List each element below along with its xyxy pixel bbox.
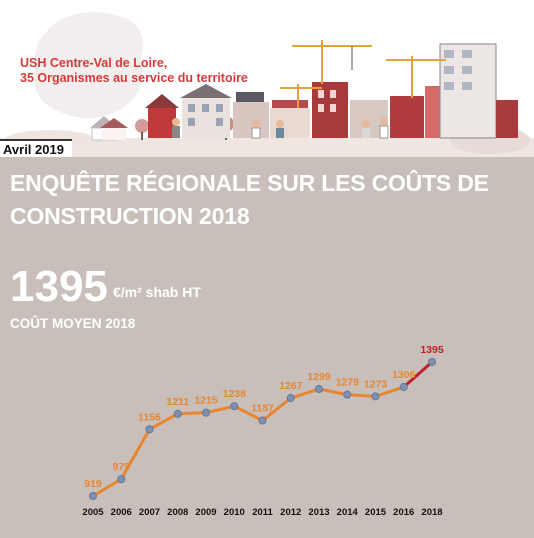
- series-segment-2014-2015: [345, 393, 377, 398]
- series-segment-2005-2006: [91, 477, 123, 498]
- data-label-2014: 1279: [336, 377, 360, 389]
- main-title: ENQUÊTE RÉGIONALE SUR LES COÛTS DE CONST…: [10, 167, 510, 233]
- data-point-2008: [173, 409, 182, 418]
- data-point-2013: [314, 385, 323, 394]
- data-label-2009: 1215: [194, 395, 218, 407]
- x-tick-2015: 2015: [365, 507, 387, 518]
- x-tick-2006: 2006: [111, 507, 132, 518]
- average-cost-value: 1395: [10, 262, 108, 311]
- data-label-2012: 1267: [279, 380, 303, 392]
- data-point-2015: [371, 392, 380, 401]
- cost-line-chart: 919 2005 979 2006 1156 2007 1211 2008 1215 2009 12…: [82, 344, 444, 518]
- series-segment-2013-2014: [317, 387, 349, 397]
- series-segment-2009-2010: [204, 404, 236, 415]
- data-label-2011: 1187: [251, 403, 274, 415]
- x-tick-2014: 2014: [337, 507, 359, 518]
- data-point-2012: [286, 394, 295, 403]
- data-label-2013: 1299: [307, 371, 331, 383]
- data-point-2016: [399, 383, 408, 392]
- x-tick-2007: 2007: [139, 507, 160, 518]
- organization-text: USH Centre-Val de Loire, 35 Organismes a…: [20, 56, 248, 86]
- data-point-2014: [343, 390, 352, 399]
- data-label-2016: 1306: [392, 369, 416, 381]
- series-segment-2007-2008: [148, 412, 180, 431]
- x-tick-2008: 2008: [167, 507, 188, 518]
- series-segment-2008-2009: [176, 411, 208, 416]
- x-tick-2009: 2009: [195, 507, 216, 518]
- main-panel: ENQUÊTE RÉGIONALE SUR LES COÛTS DE CONST…: [0, 157, 534, 538]
- average-cost-subtitle: COÛT MOYEN 2018: [10, 316, 136, 331]
- average-cost-unit: €/m² shab HT: [113, 284, 201, 300]
- x-tick-2011: 2011: [252, 507, 273, 518]
- data-point-2007: [145, 425, 154, 434]
- series-segment-2011-2012: [261, 396, 293, 423]
- series-segment-2010-2011: [232, 404, 264, 423]
- data-label-2008: 1211: [166, 396, 189, 408]
- organization-line-1: USH Centre-Val de Loire,: [20, 56, 168, 70]
- header-banner: USH Centre-Val de Loire, 35 Organismes a…: [0, 0, 534, 157]
- data-label-2015: 1273: [364, 378, 388, 390]
- x-tick-2016: 2016: [393, 507, 414, 518]
- x-tick-2012: 2012: [280, 507, 301, 518]
- organization-line-2: 35 Organismes au service du territoire: [20, 71, 248, 85]
- main-title-line-1: ENQUÊTE RÉGIONALE SUR LES COÛTS DE: [10, 170, 489, 196]
- data-point-2005: [89, 491, 98, 500]
- series-segment-2012-2013: [289, 387, 321, 400]
- data-point-2011: [258, 416, 267, 425]
- data-point-2009: [201, 408, 210, 417]
- x-tick-2010: 2010: [224, 507, 245, 518]
- data-label-2018: 1395: [420, 344, 444, 356]
- data-point-2010: [230, 402, 239, 411]
- series-segment-2016-2018: [402, 360, 434, 389]
- series-segment-2006-2007: [119, 427, 151, 481]
- series-segment-2015-2016: [374, 385, 406, 398]
- data-label-2007: 1156: [138, 411, 161, 423]
- data-label-2006: 979: [112, 461, 130, 473]
- data-point-2018: [427, 357, 436, 366]
- x-tick-2013: 2013: [308, 507, 329, 518]
- x-tick-2005: 2005: [82, 507, 104, 518]
- data-point-2006: [117, 475, 126, 484]
- main-title-line-2: CONSTRUCTION 2018: [10, 203, 250, 229]
- data-label-2010: 1238: [223, 388, 247, 400]
- publication-date: Avril 2019: [0, 139, 72, 157]
- data-label-2005: 919: [84, 478, 102, 490]
- x-tick-2018: 2018: [421, 507, 442, 518]
